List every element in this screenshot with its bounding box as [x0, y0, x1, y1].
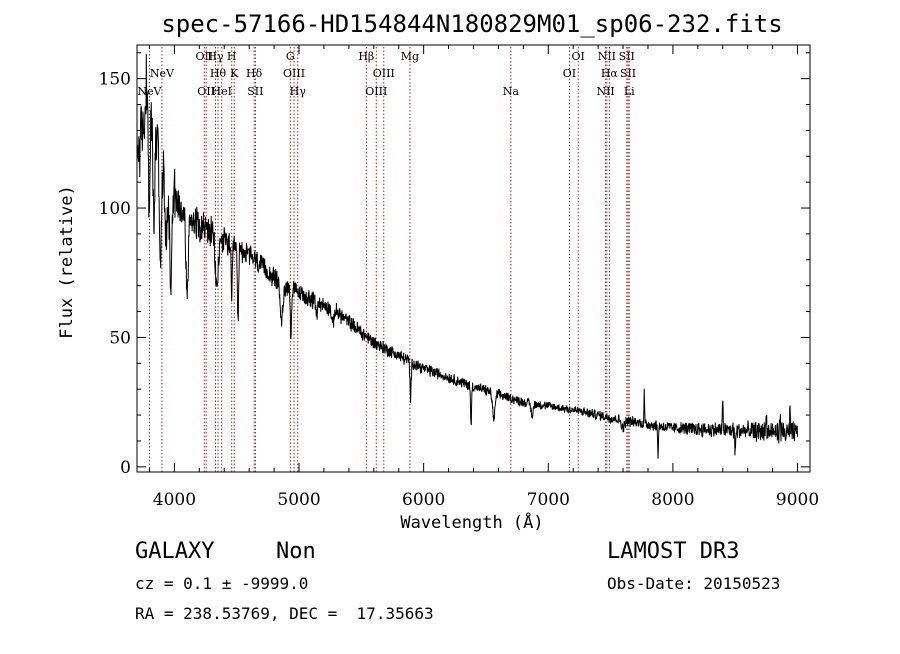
x-axis-label: Wavelength (Å): [400, 511, 543, 533]
obs-date-text: Obs-Date: 20150523: [607, 574, 780, 593]
line-marker-label: OII: [195, 50, 213, 63]
x-tick-label: 6000: [402, 490, 445, 510]
x-tick-label: 7000: [527, 490, 570, 510]
line-marker-label: Hθ: [210, 67, 227, 80]
y-tick-label: 50: [109, 328, 131, 348]
y-tick-label: 100: [99, 199, 131, 219]
y-tick-label: 0: [120, 458, 131, 478]
line-marker-label: OIII: [283, 67, 305, 80]
line-marker-label: Hγ: [207, 50, 224, 63]
y-tick-label: 150: [99, 70, 131, 90]
coords-text: RA = 238.53769, DEC = 17.35663: [135, 604, 434, 623]
line-marker-label: Hγ: [290, 85, 307, 98]
x-tick-label: 8000: [651, 490, 694, 510]
line-marker-label: Mg: [401, 50, 419, 63]
plot-frame: [136, 44, 811, 473]
line-marker-label: SII: [619, 50, 635, 63]
line-marker-label: G: [286, 50, 295, 63]
line-marker-label: OIII: [373, 67, 395, 80]
line-marker-label: Li: [624, 85, 635, 98]
line-marker-label: Na: [503, 85, 520, 98]
line-marker-label: NII: [596, 85, 614, 98]
spectrum-line: [136, 53, 798, 459]
line-marker-label: NII: [598, 50, 616, 63]
line-marker-label: Hδ: [246, 67, 263, 80]
spectrum-layer: [136, 53, 798, 459]
line-marker-label: HeI: [212, 85, 232, 98]
line-marker-label: SII: [620, 67, 636, 80]
line-marker-label: Hα: [601, 67, 619, 80]
line-marker-label: OI: [572, 50, 585, 63]
object-class: GALAXY: [135, 539, 214, 564]
y-axis-ticks: 0 50 100 150: [99, 52, 810, 478]
line-marker-label: OII: [197, 85, 215, 98]
survey-name: LAMOST DR3: [607, 539, 739, 564]
chart-title: spec-57166-HD154844N180829M01_sp06-232.f…: [161, 10, 782, 38]
line-marker-label: OI: [563, 67, 576, 80]
x-tick-label: 5000: [277, 490, 320, 510]
line-marker-label: NeV: [150, 67, 175, 80]
x-axis-ticks: 4000 5000 6000 7000 8000 9000: [148, 45, 819, 510]
x-tick-label: 4000: [153, 490, 196, 510]
x-tick-label: 9000: [776, 490, 819, 510]
line-marker-label: OIII: [365, 85, 387, 98]
y-axis-label: Flux (relative): [57, 185, 77, 339]
line-marker-label: NeV: [137, 85, 162, 98]
line-marker-label: H: [227, 50, 237, 63]
line-marker-label: Hβ: [358, 50, 374, 63]
line-marker-label: K: [230, 67, 239, 80]
object-subclass: Non: [276, 539, 316, 564]
line-marker-label: SII: [247, 85, 263, 98]
redshift-text: cz = 0.1 ± -9999.0: [135, 574, 308, 593]
